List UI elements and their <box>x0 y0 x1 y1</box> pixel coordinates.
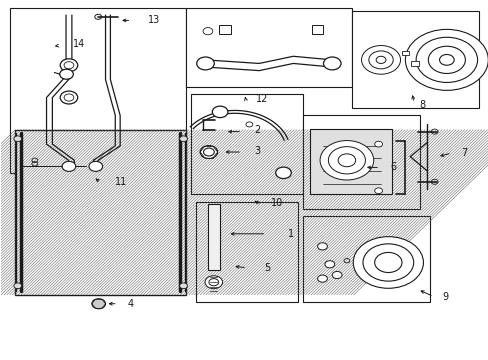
Circle shape <box>62 161 76 171</box>
Text: 12: 12 <box>255 94 267 104</box>
Circle shape <box>374 141 382 147</box>
Circle shape <box>14 136 21 141</box>
Circle shape <box>179 283 187 289</box>
Text: 13: 13 <box>148 15 161 26</box>
Circle shape <box>92 299 105 309</box>
Bar <box>10 8 185 173</box>
Text: 14: 14 <box>73 39 85 49</box>
Circle shape <box>362 244 413 281</box>
Bar <box>15 130 185 295</box>
Circle shape <box>60 69 73 79</box>
Bar <box>311 25 323 34</box>
Circle shape <box>208 279 218 286</box>
Circle shape <box>374 252 401 273</box>
Text: 9: 9 <box>441 292 447 302</box>
Circle shape <box>89 161 102 171</box>
Text: 11: 11 <box>115 177 127 187</box>
Text: 1: 1 <box>288 229 294 239</box>
Circle shape <box>328 147 365 174</box>
Circle shape <box>317 275 327 282</box>
Circle shape <box>275 167 291 179</box>
Circle shape <box>203 148 214 156</box>
Bar <box>410 61 418 66</box>
Bar <box>303 216 429 302</box>
Bar <box>185 8 351 87</box>
Circle shape <box>204 276 222 289</box>
Circle shape <box>337 154 355 167</box>
Bar <box>401 50 408 55</box>
Circle shape <box>352 237 423 288</box>
Circle shape <box>179 136 187 141</box>
Bar <box>190 94 303 194</box>
Circle shape <box>361 45 400 74</box>
Circle shape <box>323 57 340 70</box>
Circle shape <box>212 106 227 118</box>
Text: 2: 2 <box>254 125 260 135</box>
Circle shape <box>95 14 102 19</box>
Bar <box>219 25 230 34</box>
Circle shape <box>374 188 382 194</box>
Text: 3: 3 <box>254 146 260 156</box>
Bar <box>195 202 298 302</box>
Text: 6: 6 <box>390 162 396 172</box>
Bar <box>207 204 220 270</box>
Circle shape <box>60 59 78 72</box>
Text: 4: 4 <box>127 299 133 309</box>
Circle shape <box>200 145 217 158</box>
Circle shape <box>375 56 385 63</box>
Text: 10: 10 <box>271 198 283 208</box>
Circle shape <box>196 57 214 70</box>
Circle shape <box>64 62 74 69</box>
Circle shape <box>64 94 74 101</box>
Circle shape <box>405 30 488 90</box>
Text: 5: 5 <box>264 263 270 273</box>
Circle shape <box>325 261 334 268</box>
Circle shape <box>331 271 341 279</box>
Circle shape <box>320 140 373 180</box>
Bar <box>351 12 478 108</box>
Circle shape <box>60 91 78 104</box>
Bar <box>310 129 391 194</box>
Circle shape <box>427 46 465 73</box>
Circle shape <box>439 54 453 65</box>
Circle shape <box>368 51 392 69</box>
Text: 7: 7 <box>461 148 467 158</box>
Circle shape <box>415 37 477 82</box>
Text: 8: 8 <box>418 100 425 110</box>
Bar <box>303 116 419 209</box>
Circle shape <box>14 283 21 289</box>
Circle shape <box>317 243 327 250</box>
